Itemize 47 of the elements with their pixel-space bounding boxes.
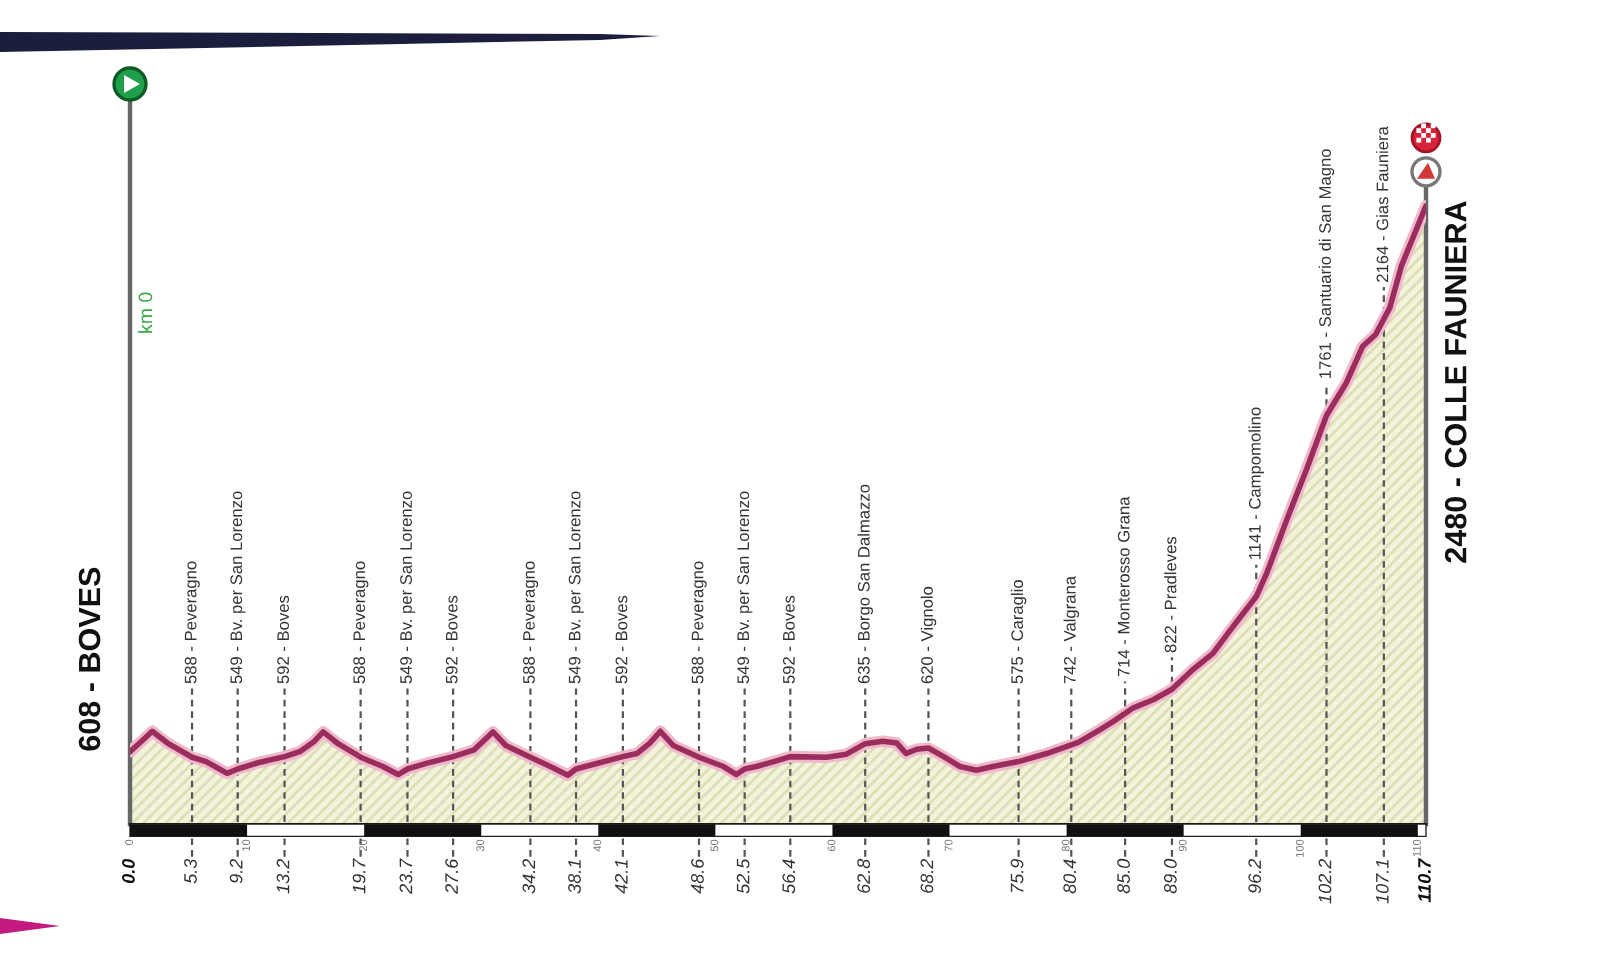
x-tick-label: 9.2: [229, 858, 243, 884]
ref-line-label: 588 - Peveragno: [353, 561, 369, 684]
x-tick-label: 110.7: [1418, 858, 1431, 903]
ref-line-label: 549 - Bv. per San Lorenzo: [400, 491, 416, 684]
x-tick-label: 5.3: [184, 858, 197, 884]
x-tick-label: 68.2: [920, 858, 934, 893]
x-tick-label: 23.7: [399, 858, 413, 894]
ref-line-label: 588 - Peveragno: [184, 561, 200, 684]
x-tick-label: 56.4: [782, 859, 796, 894]
ref-line-label: 588 - Peveragno: [523, 561, 539, 684]
ref-line-label: 1761 - Santuario di San Magno: [1318, 149, 1335, 378]
x-tick-label: 38.1: [568, 860, 581, 894]
x-tick-label: 62.8: [857, 858, 871, 893]
ref-line-label: 635 - Borgo San Dalmazzo: [857, 484, 873, 684]
x-tick-label: 102.2: [1318, 858, 1332, 904]
x-tick-label: 96.2: [1248, 858, 1262, 894]
ref-line-label: 620 - Vignolo: [920, 586, 937, 684]
ref-line-label: 549 - Bv. per San Lorenzo: [568, 491, 584, 684]
x-tick-label: 13.2: [276, 858, 290, 894]
x-tick-label: 107.1: [1375, 860, 1389, 904]
x-tick-label: 75.9: [1010, 859, 1024, 892]
x-tick-label: 85.0: [1117, 858, 1130, 894]
ref-line-label: 575 - Caraglio: [1010, 580, 1027, 684]
ref-line-label: 588 - Peveragno: [691, 561, 707, 684]
x-tick-label: 48.6: [691, 858, 704, 894]
x-tick-label: 52.5: [736, 858, 750, 894]
ref-line-label: 549 - Bv. per San Lorenzo: [230, 491, 246, 684]
x-tick-label: 27.6: [445, 858, 458, 894]
x-tick-label: 89.0: [1164, 858, 1177, 894]
ref-line-label: 592 - Boves: [277, 595, 290, 684]
ref-line-label: 549 - Bv. per San Lorenzo: [737, 491, 753, 684]
ref-line-label: 822 - Pradleves: [1164, 536, 1177, 653]
ref-line-label: 742 - Valgrana: [1063, 575, 1080, 684]
ref-line-label: 592 - Boves: [782, 595, 795, 684]
x-tick-label: 19.7: [352, 858, 366, 894]
annotation: km 0: [138, 292, 153, 333]
ref-line-label: 714 - Monterosso Grana: [1117, 496, 1130, 677]
annotation: 2480 - COLLE FAUNIERA: [1444, 201, 1467, 563]
ref-line-label: 592 - Boves: [615, 595, 628, 684]
x-tick-label: 42.1: [614, 860, 628, 894]
annotation: 608 - BOVES: [78, 567, 101, 751]
x-tick-label: 34.2: [522, 858, 536, 894]
x-tick-label: 0.0: [122, 858, 135, 884]
x-tick-label: 80.4: [1063, 859, 1077, 894]
ref-line-label: 2164 - Gias Fauniera: [1376, 126, 1389, 282]
ref-line-label: 1141 - Campomolino: [1248, 407, 1265, 560]
ref-line-label: 592 - Boves: [445, 595, 458, 684]
